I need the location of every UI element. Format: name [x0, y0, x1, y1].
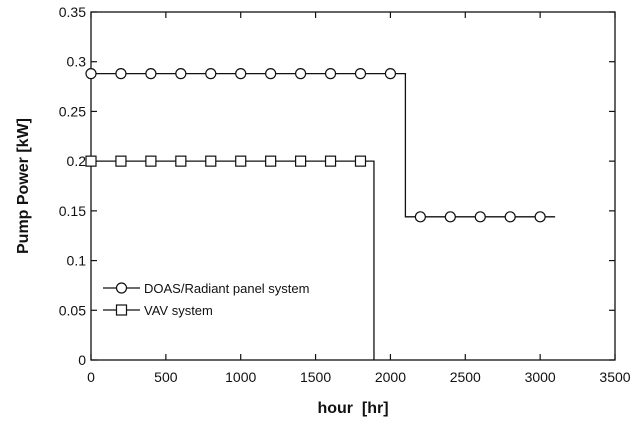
series-0-point-12 [444, 211, 456, 223]
legend-marker-0 [115, 282, 128, 294]
series-0-point-15 [534, 211, 546, 223]
axis-ticks: 0 500 1000 1500 2000 2500 3000 3500 0 0.05 0.1 0.15… [59, 4, 631, 385]
series-0-point-11 [414, 211, 426, 223]
x-axis-title: hour [hr] [317, 400, 388, 417]
series-1-point-9 [354, 155, 367, 167]
series-0-point-0 [85, 68, 97, 80]
series-1-point-5 [235, 155, 247, 167]
series-1-point-0 [85, 155, 97, 167]
series-0-point-10 [384, 68, 397, 80]
series-0-point-14 [504, 211, 516, 223]
series-0-point-13 [474, 211, 486, 223]
x-tick-label-2: 1000 [225, 369, 256, 385]
series-0-point-3 [175, 68, 187, 80]
legend-label-0: DOAS/Radiant panel system [144, 281, 309, 296]
series-0-point-6 [265, 68, 277, 80]
y-tick-label-0: 0 [78, 352, 86, 368]
x-tick-label-6: 3000 [525, 369, 556, 385]
series-line-0 [91, 72, 556, 218]
x-tick-label-3: 1500 [300, 369, 331, 385]
y-tick-label-2: 0.1 [67, 253, 87, 269]
y-tick-label-4: 0.2 [67, 153, 87, 169]
series-1-point-2 [145, 155, 157, 167]
series-0-point-5 [235, 68, 247, 80]
series-1-point-4 [205, 155, 217, 167]
series-1-point-6 [265, 155, 277, 167]
series-0-point-9 [354, 68, 367, 80]
x-tick-label-4: 2000 [375, 369, 406, 385]
x-tick-label-5: 2500 [450, 369, 481, 385]
plot-frame [90, 11, 616, 361]
y-tick-label-3: 0.15 [59, 203, 86, 219]
legend: DOAS/Radiant panel system VAV system [103, 281, 309, 318]
y-tick-label-7: 0.35 [59, 4, 86, 20]
series-0-point-4 [205, 68, 217, 80]
series-line-1 [91, 160, 375, 360]
series-1-point-8 [324, 155, 337, 167]
x-tick-label-0: 0 [87, 369, 95, 385]
series-0-point-8 [324, 68, 337, 80]
y-tick-label-1: 0.05 [59, 302, 86, 318]
legend-label-1: VAV system [144, 303, 213, 318]
series-0-point-7 [295, 68, 307, 80]
x-tick-label-7: 3500 [599, 369, 630, 385]
series-0-point-1 [115, 68, 127, 80]
y-axis-title: Pump Power [kW] [15, 118, 32, 254]
series-1-point-3 [175, 155, 187, 167]
series-layer [85, 68, 556, 360]
series-0-point-2 [145, 68, 157, 80]
y-tick-label-6: 0.3 [67, 54, 87, 70]
legend-marker-1 [115, 304, 128, 316]
series-1-point-1 [115, 155, 127, 167]
y-tick-label-5: 0.25 [59, 103, 86, 119]
x-tick-label-1: 500 [154, 369, 178, 385]
series-1-point-7 [295, 155, 307, 167]
